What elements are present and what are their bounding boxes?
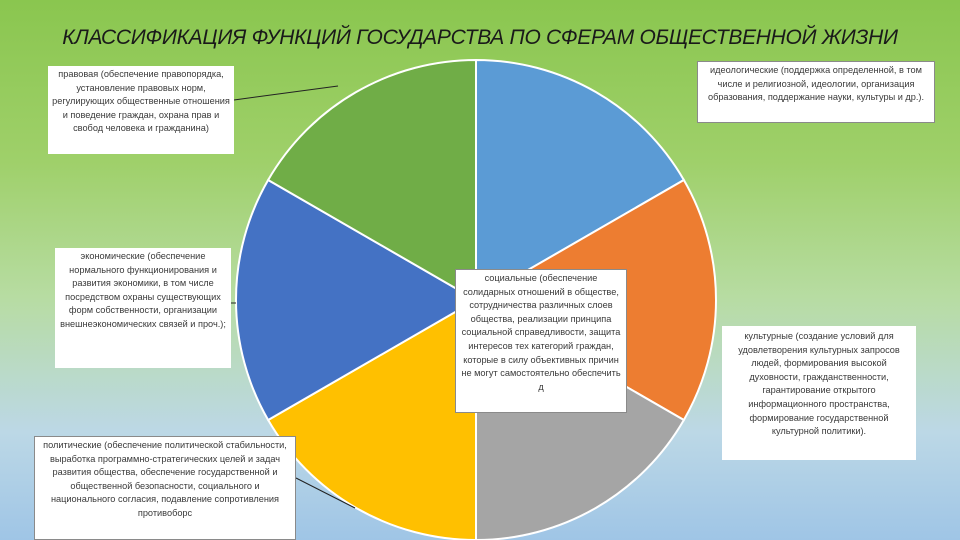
leader-lines	[230, 85, 356, 509]
slice-label-ideological: идеологические (поддержка определенной, …	[697, 61, 935, 123]
pie-slice-economic	[234, 178, 479, 422]
slice-label-legal: правовая (обеспечение правопорядка, уста…	[48, 66, 234, 154]
pie-slice-legal	[266, 58, 477, 302]
slice-label-social: социальные (обеспечение солидарных отнош…	[455, 269, 627, 413]
leader-line-political	[295, 477, 356, 509]
slice-label-political: политические (обеспечение политической с…	[34, 436, 296, 540]
pie-slice-ideological	[475, 58, 686, 302]
pie-slices	[234, 58, 718, 540]
chart-title: КЛАССИФИКАЦИЯ ФУНКЦИЙ ГОСУДАРСТВА ПО СФЕ…	[62, 26, 898, 49]
slice-label-cultural: культурные (создание условий для удовлет…	[722, 326, 916, 460]
leader-line-legal	[233, 85, 339, 101]
slice-label-economic: экономические (обеспечение нормального ф…	[55, 248, 231, 368]
